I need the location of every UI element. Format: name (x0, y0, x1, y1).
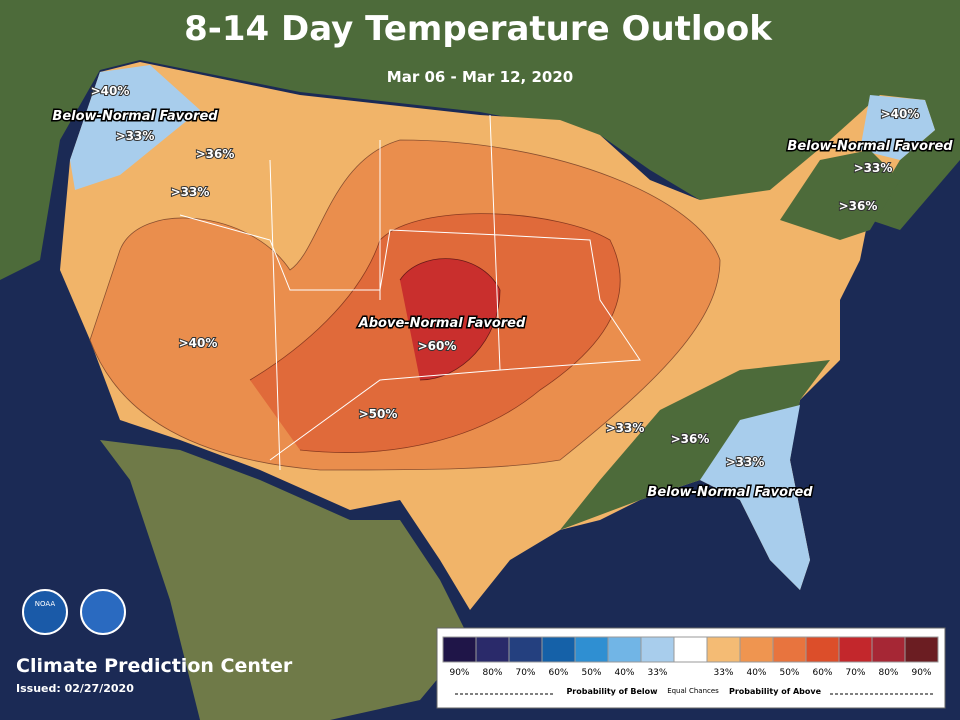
region-label: Below-Normal Favored (787, 139, 953, 154)
legend-swatch (904, 636, 939, 663)
legend-swatch (772, 636, 807, 663)
equal-ne (780, 150, 900, 240)
legend-label: 80% (878, 668, 898, 678)
mexico-land (100, 440, 470, 720)
legend-label: 33% (647, 668, 667, 678)
probability-label: >36% (839, 199, 878, 213)
below-ne (860, 95, 935, 160)
legend-label: 60% (548, 668, 568, 678)
canada-land (0, 0, 960, 280)
legend-label: 40% (614, 668, 634, 678)
noaa-logo (22, 589, 68, 635)
legend-swatch (541, 636, 576, 663)
legend-label: 33% (713, 668, 733, 678)
nws-logo (80, 589, 126, 635)
legend-below: Probability of Below (566, 687, 658, 696)
legend-label: 50% (581, 668, 601, 678)
subtitle: Mar 06 - Mar 12, 2020 (387, 68, 573, 86)
org-name: Climate Prediction Center (16, 655, 293, 677)
legend-equal: Equal Chances (667, 687, 719, 695)
probability-label: >33% (171, 185, 210, 199)
probability-label: >33% (726, 455, 765, 469)
legend-above: Probability of Above (729, 687, 822, 696)
legend-swatch (508, 636, 543, 663)
state-lines (179, 114, 641, 471)
probability-label: >36% (671, 432, 710, 446)
probability-label: >60% (418, 339, 457, 353)
legend-swatch (805, 636, 840, 663)
legend-swatch (442, 636, 477, 663)
legend-label: 90% (449, 668, 469, 678)
legend-swatch (706, 636, 741, 663)
equal-se (560, 360, 830, 530)
region-label: Below-Normal Favored (52, 109, 218, 124)
probability-label: >33% (854, 161, 893, 175)
below-nw (70, 65, 200, 190)
legend-label: 60% (812, 668, 832, 678)
legend-label: 50% (779, 668, 799, 678)
probability-label: >40% (91, 84, 130, 98)
probability-label: >33% (116, 129, 155, 143)
probability-label: >33% (606, 421, 645, 435)
legend-swatch-equal (673, 636, 708, 663)
legend-label: 70% (515, 668, 535, 678)
legend-swatch (739, 636, 774, 663)
contour-60 (399, 258, 501, 381)
probability-label: >36% (196, 147, 235, 161)
region-label: Above-Normal Favored (358, 316, 526, 331)
below-se (700, 405, 810, 590)
legend-swatch (871, 636, 906, 663)
legend-label: 70% (845, 668, 865, 678)
legend-label: 90% (911, 668, 931, 678)
legend-label: 40% (746, 668, 766, 678)
issued-date: Issued: 02/27/2020 (16, 682, 134, 695)
legend-label: 80% (482, 668, 502, 678)
noaa-logo-text: NOAA (35, 600, 56, 608)
legend-swatch (475, 636, 510, 663)
legend-swatch (607, 636, 642, 663)
probability-label: >40% (881, 107, 920, 121)
legend-swatch (838, 636, 873, 663)
probability-label: >50% (359, 407, 398, 421)
probability-label: >40% (179, 336, 218, 350)
title: 8-14 Day Temperature Outlook (184, 9, 773, 49)
region-label: Below-Normal Favored (647, 485, 813, 500)
legend-swatch (574, 636, 609, 663)
legend-swatch (640, 636, 675, 663)
